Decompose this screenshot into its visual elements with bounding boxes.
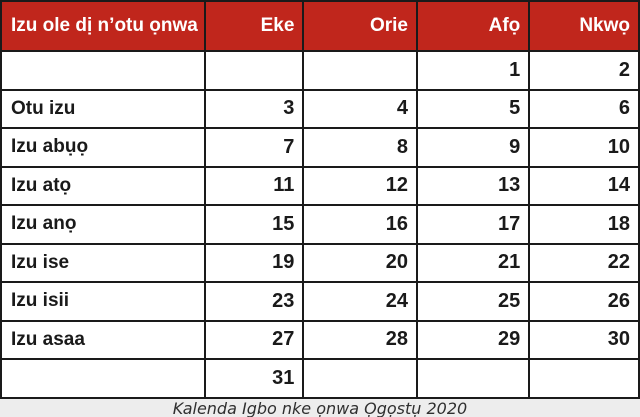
day-number-cell: 28 [302, 319, 418, 360]
week-label-cell: Izu asaa [0, 319, 207, 360]
day-column-header-afo: Afọ [415, 0, 531, 52]
calendar-week-row: 31 [0, 358, 640, 399]
day-number-cell: 26 [528, 281, 640, 322]
calendar-week-row: Izu anọ 15 16 17 18 [0, 204, 640, 245]
day-number-cell: 10 [528, 127, 640, 168]
day-number-cell: 19 [204, 242, 305, 283]
day-number-cell [528, 358, 640, 399]
day-number-cell: 1 [415, 50, 531, 91]
day-number-cell: 18 [528, 204, 640, 245]
week-label-cell: Izu atọ [0, 165, 207, 206]
day-number-cell: 15 [204, 204, 305, 245]
week-column-header: Izu ole dị n’otu ọnwa [0, 0, 207, 52]
day-number-cell: 17 [415, 204, 531, 245]
day-number-cell: 24 [302, 281, 418, 322]
day-number-cell: 13 [415, 165, 531, 206]
calendar-week-row: Izu abụọ 7 8 9 10 [0, 127, 640, 168]
igbo-calendar-table: Izu ole dị n’otu ọnwa Eke Orie Afọ Nkwọ … [0, 0, 640, 399]
week-label-cell [0, 358, 207, 399]
day-number-cell: 27 [204, 319, 305, 360]
day-number-cell: 22 [528, 242, 640, 283]
header-row: Izu ole dị n’otu ọnwa Eke Orie Afọ Nkwọ [0, 0, 640, 52]
day-number-cell: 7 [204, 127, 305, 168]
day-number-cell: 12 [302, 165, 418, 206]
week-label-cell: Izu abụọ [0, 127, 207, 168]
day-number-cell [302, 50, 418, 91]
day-number-cell: 11 [204, 165, 305, 206]
day-number-cell: 20 [302, 242, 418, 283]
day-column-header-eke: Eke [204, 0, 305, 52]
calendar-caption: Kalenda Igbo nke ọnwa Ọgọstụ 2020 [172, 398, 468, 417]
week-label-cell: Izu isii [0, 281, 207, 322]
day-number-cell: 9 [415, 127, 531, 168]
day-number-cell: 29 [415, 319, 531, 360]
caption-strip: Kalenda Igbo nke ọnwa Ọgọstụ 2020 [0, 398, 640, 417]
day-number-cell: 5 [415, 88, 531, 129]
week-label-cell: Otu izu [0, 88, 207, 129]
day-number-cell: 6 [528, 88, 640, 129]
week-label-cell [0, 50, 207, 91]
day-column-header-orie: Orie [302, 0, 418, 52]
day-number-cell: 4 [302, 88, 418, 129]
day-number-cell: 14 [528, 165, 640, 206]
day-column-header-nkwo: Nkwọ [528, 0, 640, 52]
day-number-cell: 16 [302, 204, 418, 245]
day-number-cell: 31 [204, 358, 305, 399]
day-number-cell: 25 [415, 281, 531, 322]
day-number-cell: 23 [204, 281, 305, 322]
calendar-week-row: Otu izu 3 4 5 6 [0, 88, 640, 129]
day-number-cell [204, 50, 305, 91]
calendar-week-row: Izu ise 19 20 21 22 [0, 242, 640, 283]
week-label-cell: Izu ise [0, 242, 207, 283]
day-number-cell [302, 358, 418, 399]
calendar-week-row: 1 2 [0, 50, 640, 91]
day-number-cell: 30 [528, 319, 640, 360]
day-number-cell: 21 [415, 242, 531, 283]
day-number-cell [415, 358, 531, 399]
day-number-cell: 3 [204, 88, 305, 129]
calendar-week-row: Izu atọ 11 12 13 14 [0, 165, 640, 206]
day-number-cell: 8 [302, 127, 418, 168]
calendar-week-row: Izu isii 23 24 25 26 [0, 281, 640, 322]
week-label-cell: Izu anọ [0, 204, 207, 245]
day-number-cell: 2 [528, 50, 640, 91]
calendar-week-row: Izu asaa 27 28 29 30 [0, 319, 640, 360]
